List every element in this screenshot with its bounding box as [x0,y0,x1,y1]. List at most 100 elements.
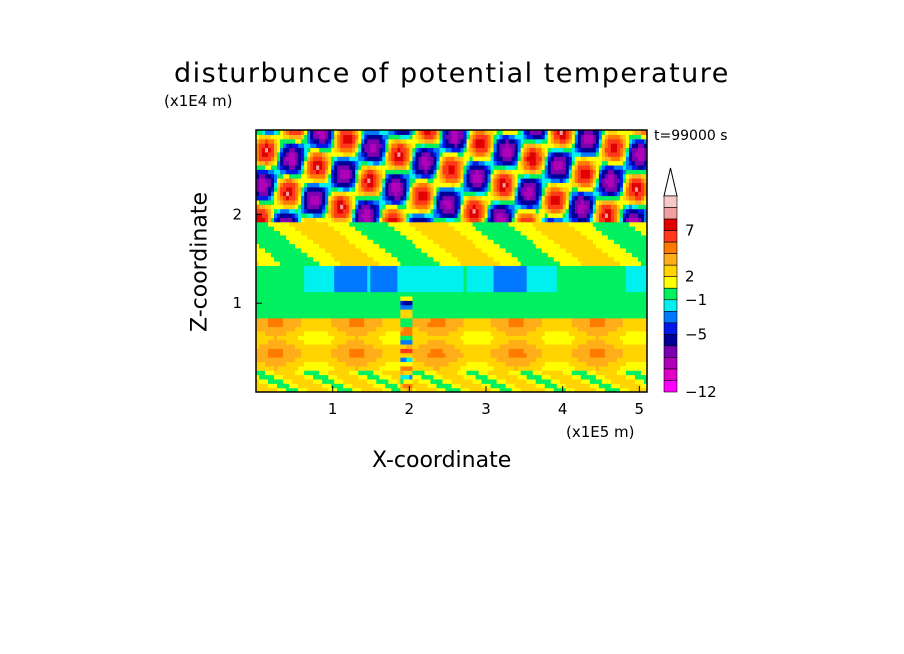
heatmap-cell [385,252,389,258]
heatmap-cell [292,295,296,301]
heatmap-cell [271,252,275,258]
heatmap-cell [361,178,365,183]
heatmap-cell [412,173,417,179]
heatmap-cell [340,278,344,284]
heatmap-cell [484,147,489,153]
heatmap-cell [406,147,410,153]
heatmap-cell [481,217,486,223]
heatmap-cell [256,374,260,380]
heatmap-cell [466,383,471,389]
heatmap-cell [391,212,395,218]
heatmap-cell [430,164,435,170]
heatmap-cell [373,313,377,319]
heatmap-cell [328,374,332,380]
heatmap-cell [502,208,507,214]
heatmap-cell [379,322,383,328]
heatmap-cell [379,387,383,392]
heatmap-cell [496,295,501,301]
heatmap-cell [307,199,311,205]
heatmap-cell [427,370,432,376]
heatmap-cell [334,169,338,175]
heatmap-cell [412,295,417,301]
heatmap-cell [394,383,398,389]
heatmap-cell [412,195,417,201]
heatmap-cell [424,182,429,188]
heatmap-cell [496,134,501,140]
heatmap-cell [346,309,350,314]
heatmap-cell [400,191,404,197]
heatmap-cell [313,212,317,218]
heatmap-cell [418,387,423,392]
heatmap-cell [343,370,347,376]
heatmap-cell [484,352,489,358]
heatmap-cell [427,357,432,363]
heatmap-cell [367,374,371,380]
heatmap-cell [388,138,392,144]
heatmap-cell [259,352,263,358]
heatmap-cell [457,195,462,201]
heatmap-cell [433,212,438,218]
chart-title: disturbunce of potential temperature [174,58,730,89]
heatmap-cell [346,348,350,354]
heatmap-cell [484,164,489,170]
heatmap-cell [409,295,413,301]
heatmap-cell [358,317,362,323]
heatmap-cell [499,169,504,175]
heatmap-cell [358,212,362,218]
heatmap-cell [367,217,371,223]
heatmap-cell [295,335,299,341]
heatmap-cell [301,204,305,210]
heatmap-cell [280,178,284,183]
heatmap-cell [328,361,332,367]
heatmap-cell [502,282,507,288]
heatmap-cell [487,143,492,149]
heatmap-cell [349,309,353,314]
heatmap-cell [430,282,435,288]
heatmap-cell [319,339,323,345]
heatmap-cell [319,278,323,284]
heatmap-cell [379,330,383,336]
heatmap-cell [481,191,486,197]
heatmap-cell [382,234,386,240]
heatmap-cell [313,265,317,271]
heatmap-cell [280,304,284,310]
heatmap-cell [430,365,435,371]
heatmap-cell [295,195,299,201]
heatmap-cell [304,313,308,319]
heatmap-cell [280,169,284,175]
heatmap-cell [496,387,501,392]
heatmap-cell [325,143,329,149]
heatmap-cell [463,326,468,332]
heatmap-cell [274,348,278,354]
heatmap-cell [361,343,365,349]
heatmap-cell [307,387,311,392]
heatmap-cell [292,134,296,140]
heatmap-cell [376,226,380,232]
heatmap-cell [304,361,308,367]
heatmap-cell [283,186,287,192]
heatmap-cell [301,295,305,301]
heatmap-cell [283,317,287,323]
heatmap-cell [274,243,278,249]
heatmap-cell [400,169,404,175]
heatmap-cell [391,300,395,306]
heatmap-cell [313,182,317,188]
heatmap-cell [418,365,423,371]
heatmap-cell [298,204,302,210]
heatmap-cell [394,173,398,179]
heatmap-cell [409,239,413,245]
heatmap-cell [487,295,492,301]
heatmap-cell [481,164,486,170]
heatmap-cell [262,221,266,227]
heatmap-cell [448,261,453,266]
heatmap-cell [358,335,362,341]
heatmap-cell [262,387,266,392]
heatmap-cell [340,313,344,319]
heatmap-cell [379,265,383,271]
heatmap-cell [307,195,311,201]
heatmap-cell [421,269,426,275]
heatmap-cell [493,365,498,371]
heatmap-cell [370,252,374,258]
heatmap-cell [310,348,314,354]
heatmap-cell [457,265,462,271]
